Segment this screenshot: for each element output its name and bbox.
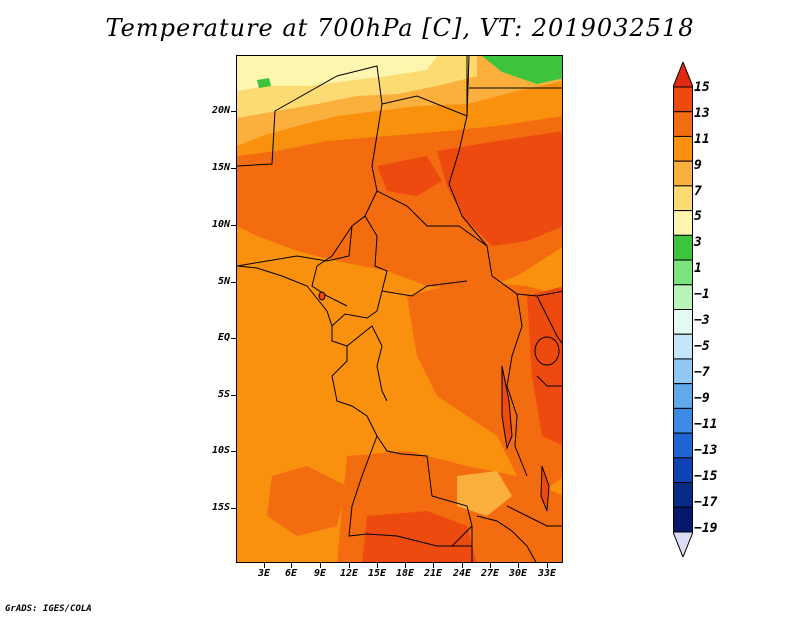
lat-tick (231, 225, 236, 226)
lon-label-12e: 12E (339, 568, 359, 579)
colorbar-cell (673, 506, 693, 533)
colorbar-cell (673, 160, 693, 187)
lon-label-27e: 27E (480, 568, 500, 579)
colorbar-label: −11 (694, 417, 718, 432)
lon-tick (518, 563, 519, 568)
colorbar-cell (673, 309, 693, 335)
lat-tick (231, 168, 236, 169)
lon-tick (291, 563, 292, 568)
lon-tick (320, 563, 321, 568)
colorbar-label: −15 (694, 469, 718, 484)
lon-tick (462, 563, 463, 568)
field-13-east (527, 286, 562, 446)
colorbar-cell (673, 259, 693, 286)
lon-tick (490, 563, 491, 568)
lon-label-24e: 24E (452, 568, 472, 579)
lat-label-5n: 5N (217, 276, 230, 287)
colorbar-label: −13 (694, 443, 718, 458)
lat-tick (231, 508, 236, 509)
colorbar-label: −19 (694, 521, 718, 536)
lon-tick (264, 563, 265, 568)
colorbar-cell (673, 234, 693, 261)
colorbar-cell (673, 210, 693, 236)
lat-tick (231, 111, 236, 112)
colorbar-cell (673, 284, 693, 310)
colorbar-cell (673, 111, 693, 137)
lat-label-15n: 15N (211, 162, 230, 173)
colorbar-cell (673, 457, 693, 484)
colorbar-cell (673, 432, 693, 459)
colorbar-label: −5 (694, 339, 710, 354)
lat-label-15s: 15S (211, 502, 230, 513)
lake-tanganyika (501, 365, 513, 450)
colorbar-cell (673, 482, 693, 508)
colorbar-label: 13 (694, 106, 710, 121)
lat-tick (231, 282, 236, 283)
colorbar-label: −1 (694, 287, 710, 302)
small-island (318, 291, 326, 301)
colorbar-label: 3 (694, 235, 702, 250)
colorbar-label: −7 (694, 365, 710, 380)
colorbar-cell (673, 333, 693, 360)
lat-label-10s: 10S (211, 445, 230, 456)
colorbar-cell (673, 407, 693, 434)
lon-label-3e: 3E (257, 568, 271, 579)
colorbar-cell (673, 185, 693, 212)
lon-label-6e: 6E (284, 568, 298, 579)
lon-label-33e: 33E (537, 568, 557, 579)
lat-label-10n: 10N (211, 219, 230, 230)
temperature-field (237, 56, 562, 562)
lon-tick (377, 563, 378, 568)
colorbar-cell (673, 62, 693, 88)
map-panel (236, 55, 563, 563)
field-1-small (257, 78, 271, 88)
lon-label-9e: 9E (313, 568, 327, 579)
colorbar-label: 7 (694, 184, 702, 199)
colorbar-label: 15 (694, 80, 710, 95)
lon-tick (405, 563, 406, 568)
field-13-center (377, 156, 442, 196)
field-13-north (437, 131, 562, 246)
credit-text: GrADS: IGES/COLA (5, 604, 92, 614)
field-11-sw (267, 466, 347, 536)
field-3 (237, 56, 437, 91)
lon-label-30e: 30E (508, 568, 528, 579)
lake-victoria (534, 336, 560, 366)
colorbar-cell (673, 383, 693, 409)
colorbar-cell (673, 531, 693, 557)
field-11-east (407, 281, 562, 496)
lat-label-5s: 5S (217, 389, 230, 400)
colorbar-label: −3 (694, 313, 710, 328)
lon-label-18e: 18E (395, 568, 415, 579)
colorbar-label: 5 (694, 209, 702, 224)
colorbar-label: −9 (694, 391, 710, 406)
colorbar-cell (673, 135, 693, 162)
colorbar-cell (673, 358, 693, 385)
lat-tick (231, 451, 236, 452)
lon-tick (349, 563, 350, 568)
colorbar (673, 62, 693, 557)
lat-label-20n: 20N (211, 105, 230, 116)
field-13-south (362, 511, 477, 562)
colorbar-label: 9 (694, 158, 702, 173)
lon-label-21e: 21E (423, 568, 443, 579)
colorbar-cell (673, 86, 693, 113)
colorbar-label: 1 (694, 261, 702, 276)
lake-malawi (540, 465, 550, 512)
lon-tick (433, 563, 434, 568)
lat-tick (231, 395, 236, 396)
lon-tick (547, 563, 548, 568)
field-1-patch (482, 56, 562, 84)
colorbar-label: −17 (694, 495, 718, 510)
lat-label-eq: EQ (217, 332, 230, 343)
map-title: Temperature at 700hPa [C], VT: 201903251… (105, 14, 695, 42)
lat-tick (231, 338, 236, 339)
field-7-south (457, 471, 512, 516)
colorbar-label: 11 (694, 132, 710, 147)
lon-label-15e: 15E (367, 568, 387, 579)
